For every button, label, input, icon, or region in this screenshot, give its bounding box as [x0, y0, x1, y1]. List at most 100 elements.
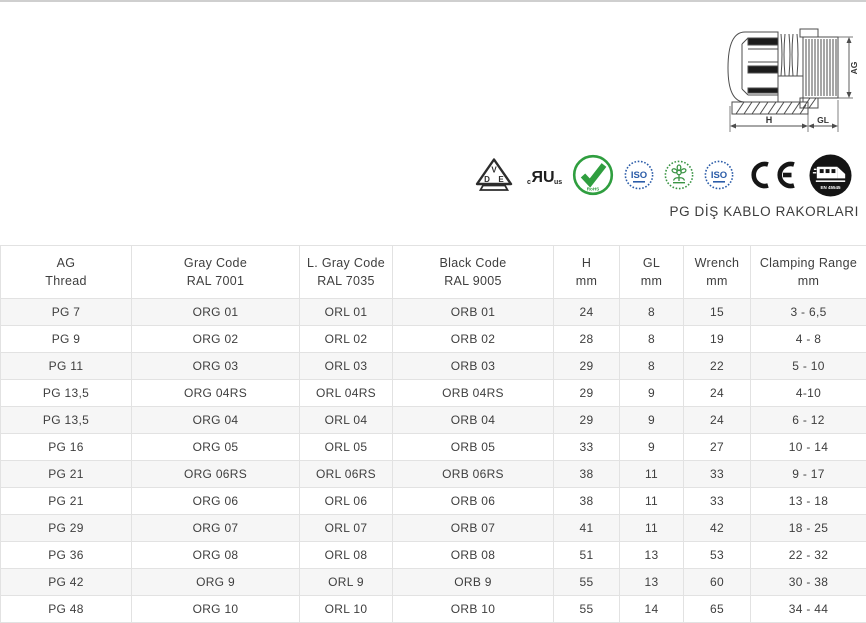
- table-cell: 33: [683, 487, 751, 515]
- table-cell: 42: [683, 514, 751, 542]
- table-cell: PG 42: [0, 568, 132, 596]
- table-cell: ORL 01: [299, 298, 393, 326]
- spec-table-container: AG Thread Gray Code RAL 7001 L. Gray Code R…: [0, 245, 866, 623]
- table-cell: ORB 9: [392, 568, 554, 596]
- table-cell: 4-10: [750, 379, 866, 407]
- table-cell: ORL 04: [299, 406, 393, 434]
- table-cell: ORL 9: [299, 568, 393, 596]
- table-cell: 29: [553, 352, 620, 380]
- table-cell: ORG 10: [131, 595, 300, 623]
- table-cell: 29: [553, 406, 620, 434]
- table-cell: ORL 05: [299, 433, 393, 461]
- table-cell: 14: [619, 595, 684, 623]
- table-cell: PG 9: [0, 325, 132, 353]
- table-row: PG 13,5 ORG 04 ORL 04 ORB 04 29 9 24 6 - 12: [0, 406, 866, 434]
- table-cell: ORB 07: [392, 514, 554, 542]
- table-cell: 30 - 38: [750, 568, 866, 596]
- table-cell: 6 - 12: [750, 406, 866, 434]
- table-cell: ORG 01: [131, 298, 300, 326]
- table-cell: ORG 04: [131, 406, 300, 434]
- col-header-lgray-code: L. Gray Code RAL 7035: [299, 245, 393, 299]
- svg-text:EN 45545: EN 45545: [820, 185, 841, 190]
- table-row: PG 21 ORG 06 ORL 06 ORB 06 38 11 33 13 - 18: [0, 487, 866, 515]
- table-cell: ORB 08: [392, 541, 554, 569]
- ce-mark-icon: [744, 160, 798, 190]
- table-cell: ORB 05: [392, 433, 554, 461]
- col-header-gl: GL mm: [619, 245, 684, 299]
- table-cell: 38: [553, 487, 620, 515]
- table-cell: PG 21: [0, 487, 132, 515]
- table-cell: PG 7: [0, 298, 132, 326]
- table-cell: 41: [553, 514, 620, 542]
- table-cell: 9: [619, 433, 684, 461]
- table-cell: 9: [619, 379, 684, 407]
- table-cell: PG 21: [0, 460, 132, 488]
- table-cell: 3 - 6,5: [750, 298, 866, 326]
- table-body: PG 7 ORG 01 ORL 01 ORB 01 24 8 15 3 - 6,5 PG 9 OR…: [0, 298, 866, 623]
- svg-text:V: V: [491, 166, 497, 175]
- table-row: PG 36 ORG 08 ORL 08 ORB 08 51 13 53 22 - 32: [0, 541, 866, 569]
- table-cell: 55: [553, 595, 620, 623]
- table-cell: PG 29: [0, 514, 132, 542]
- table-cell: ORL 06RS: [299, 460, 393, 488]
- table-cell: 22 - 32: [750, 541, 866, 569]
- table-cell: ORG 03: [131, 352, 300, 380]
- table-header: AG Thread Gray Code RAL 7001 L. Gray Code R…: [0, 245, 866, 299]
- svg-text:ЯU: ЯU: [531, 169, 554, 186]
- table-row: PG 9 ORG 02 ORL 02 ORB 02 28 8 19 4 - 8: [0, 325, 866, 353]
- dim-label-ag: AG: [849, 61, 859, 74]
- table-cell: ORL 07: [299, 514, 393, 542]
- table-cell: ORG 02: [131, 325, 300, 353]
- col-header-gray-code: Gray Code RAL 7001: [131, 245, 300, 299]
- table-cell: 5 - 10: [750, 352, 866, 380]
- table-cell: PG 11: [0, 352, 132, 380]
- table-cell: 22: [683, 352, 751, 380]
- table-cell: PG 13,5: [0, 379, 132, 407]
- col-header-wrench: Wrench mm: [683, 245, 751, 299]
- table-cell: ORB 06: [392, 487, 554, 515]
- table-row: PG 11 ORG 03 ORL 03 ORB 03 29 8 22 5 - 10: [0, 352, 866, 380]
- rohs-icon: RoHS: [572, 154, 614, 196]
- table-cell: ORG 07: [131, 514, 300, 542]
- svg-text:us: us: [554, 179, 562, 186]
- table-cell: 11: [619, 460, 684, 488]
- table-cell: 29: [553, 379, 620, 407]
- table-cell: 4 - 8: [750, 325, 866, 353]
- table-cell: ORB 06RS: [392, 460, 554, 488]
- vde-icon: V D E: [474, 157, 514, 193]
- table-cell: 13 - 18: [750, 487, 866, 515]
- table-cell: 19: [683, 325, 751, 353]
- certification-row: V D E c ЯU us RoHS ISO: [474, 150, 853, 200]
- table-cell: 8: [619, 298, 684, 326]
- table-cell: ORL 10: [299, 595, 393, 623]
- table-row: PG 48 ORG 10 ORL 10 ORB 10 55 14 65 34 - 44: [0, 595, 866, 623]
- table-cell: PG 36: [0, 541, 132, 569]
- table-row: PG 13,5 ORG 04RS ORL 04RS ORB 04RS 29 9 24 4-10: [0, 379, 866, 407]
- table-cell: ORB 04: [392, 406, 554, 434]
- table-cell: 60: [683, 568, 751, 596]
- table-cell: PG 16: [0, 433, 132, 461]
- table-cell: 9 - 17: [750, 460, 866, 488]
- table-cell: PG 48: [0, 595, 132, 623]
- table-cell: ORB 01: [392, 298, 554, 326]
- table-cell: ORL 06: [299, 487, 393, 515]
- col-header-clamping-range: Clamping Range mm: [750, 245, 866, 299]
- table-cell: 8: [619, 352, 684, 380]
- svg-text:RoHS: RoHS: [587, 187, 600, 192]
- table-cell: 9: [619, 406, 684, 434]
- table-cell: 33: [683, 460, 751, 488]
- table-cell: 24: [683, 379, 751, 407]
- table-cell: 15: [683, 298, 751, 326]
- table-cell: 13: [619, 568, 684, 596]
- svg-text:E: E: [498, 175, 504, 184]
- table-row: PG 16 ORG 05 ORL 05 ORB 05 33 9 27 10 - 14: [0, 433, 866, 461]
- table-cell: 11: [619, 487, 684, 515]
- svg-text:ISO: ISO: [711, 170, 727, 181]
- table-cell: ORB 04RS: [392, 379, 554, 407]
- table-cell: 34 - 44: [750, 595, 866, 623]
- table-row: PG 7 ORG 01 ORL 01 ORB 01 24 8 15 3 - 6,5: [0, 298, 866, 326]
- table-cell: ORG 08: [131, 541, 300, 569]
- iso-badge-icon: ISO: [624, 160, 654, 190]
- table-cell: 24: [683, 406, 751, 434]
